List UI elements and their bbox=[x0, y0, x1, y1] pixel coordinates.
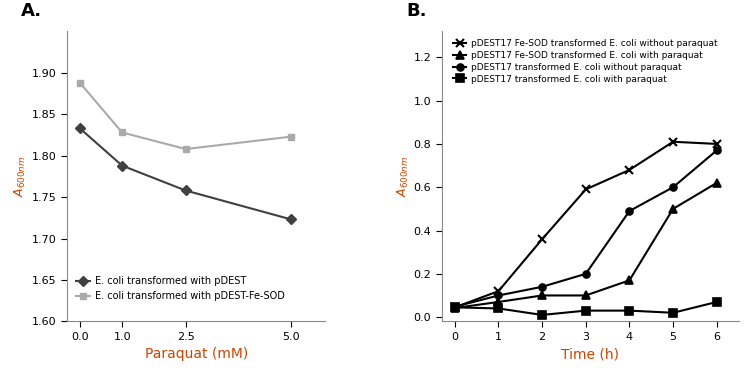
pDEST17 transformed E. coli without paraquat bbox=[712, 148, 721, 153]
pDEST17 transformed E. coli without paraquat bbox=[581, 272, 590, 276]
Line: pDEST17 transformed E. coli with paraquat: pDEST17 transformed E. coli with paraqua… bbox=[451, 298, 721, 319]
pDEST17 transformed E. coli with paraquat bbox=[494, 306, 503, 311]
pDEST17 transformed E. coli with paraquat bbox=[712, 299, 721, 304]
Line: E. coli transformed with pDEST: E. coli transformed with pDEST bbox=[76, 125, 295, 223]
pDEST17 transformed E. coli without paraquat bbox=[668, 185, 677, 190]
pDEST17 transformed E. coli without paraquat bbox=[538, 285, 547, 289]
pDEST17 transformed E. coli with paraquat bbox=[625, 308, 634, 313]
X-axis label: Paraquat (mM): Paraquat (mM) bbox=[145, 347, 248, 361]
Text: $A_{600nm}$: $A_{600nm}$ bbox=[395, 156, 411, 197]
pDEST17 Fe-SOD transformed E. coli with paraquat bbox=[581, 293, 590, 298]
pDEST17 Fe-SOD transformed E. coli with paraquat bbox=[451, 306, 460, 310]
pDEST17 transformed E. coli with paraquat bbox=[538, 312, 547, 317]
X-axis label: Time (h): Time (h) bbox=[561, 347, 619, 361]
pDEST17 Fe-SOD transformed E. coli without paraquat bbox=[581, 187, 590, 192]
E. coli transformed with pDEST-Fe-SOD bbox=[118, 130, 127, 135]
pDEST17 Fe-SOD transformed E. coli without paraquat bbox=[625, 167, 634, 172]
pDEST17 Fe-SOD transformed E. coli with paraquat bbox=[712, 181, 721, 185]
Text: B.: B. bbox=[406, 2, 427, 20]
pDEST17 Fe-SOD transformed E. coli with paraquat bbox=[538, 293, 547, 298]
Legend: pDEST17 Fe-SOD transformed E. coli without paraquat, pDEST17 Fe-SOD transformed : pDEST17 Fe-SOD transformed E. coli witho… bbox=[449, 36, 721, 87]
pDEST17 transformed E. coli with paraquat bbox=[581, 308, 590, 313]
pDEST17 Fe-SOD transformed E. coli without paraquat bbox=[494, 289, 503, 294]
E. coli transformed with pDEST-Fe-SOD bbox=[75, 80, 84, 85]
E. coli transformed with pDEST bbox=[118, 163, 127, 168]
E. coli transformed with pDEST bbox=[75, 126, 84, 131]
Line: pDEST17 Fe-SOD transformed E. coli with paraquat: pDEST17 Fe-SOD transformed E. coli with … bbox=[451, 179, 721, 312]
E. coli transformed with pDEST bbox=[287, 217, 296, 222]
E. coli transformed with pDEST-Fe-SOD bbox=[181, 147, 190, 151]
pDEST17 Fe-SOD transformed E. coli with paraquat bbox=[668, 207, 677, 211]
pDEST17 transformed E. coli without paraquat bbox=[625, 209, 634, 213]
pDEST17 transformed E. coli with paraquat bbox=[451, 305, 460, 310]
pDEST17 transformed E. coli without paraquat bbox=[494, 293, 503, 298]
pDEST17 Fe-SOD transformed E. coli with paraquat bbox=[625, 278, 634, 283]
E. coli transformed with pDEST-Fe-SOD bbox=[287, 134, 296, 139]
Line: pDEST17 Fe-SOD transformed E. coli without paraquat: pDEST17 Fe-SOD transformed E. coli witho… bbox=[451, 138, 721, 312]
pDEST17 Fe-SOD transformed E. coli without paraquat bbox=[538, 237, 547, 241]
pDEST17 transformed E. coli without paraquat bbox=[451, 304, 460, 309]
pDEST17 Fe-SOD transformed E. coli with paraquat bbox=[494, 299, 503, 304]
E. coli transformed with pDEST bbox=[181, 188, 190, 193]
pDEST17 transformed E. coli with paraquat bbox=[668, 310, 677, 315]
Line: E. coli transformed with pDEST-Fe-SOD: E. coli transformed with pDEST-Fe-SOD bbox=[76, 79, 295, 152]
Legend: E. coli transformed with pDEST, E. coli transformed with pDEST-Fe-SOD: E. coli transformed with pDEST, E. coli … bbox=[72, 272, 289, 305]
Text: A.: A. bbox=[21, 2, 42, 20]
Text: $A_{600nm}$: $A_{600nm}$ bbox=[13, 156, 28, 197]
pDEST17 Fe-SOD transformed E. coli without paraquat bbox=[451, 305, 460, 310]
pDEST17 Fe-SOD transformed E. coli without paraquat bbox=[712, 142, 721, 146]
Line: pDEST17 transformed E. coli without paraquat: pDEST17 transformed E. coli without para… bbox=[451, 147, 720, 310]
pDEST17 Fe-SOD transformed E. coli without paraquat bbox=[668, 140, 677, 144]
